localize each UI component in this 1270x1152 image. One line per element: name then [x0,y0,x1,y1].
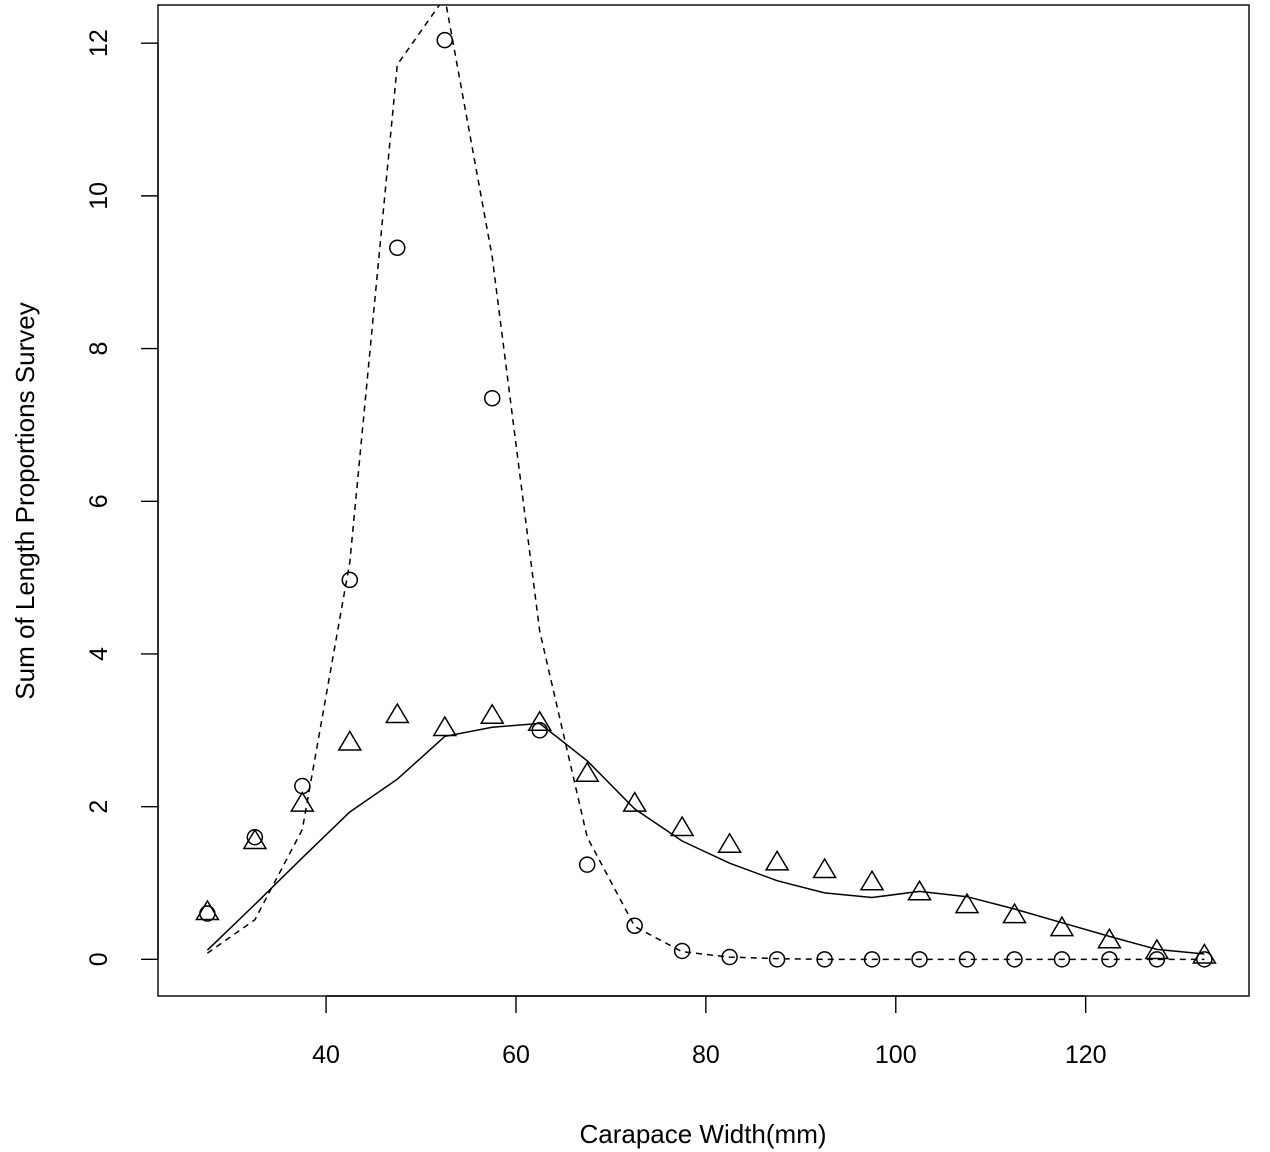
triangle-point [1002,902,1027,924]
circle-point [721,948,738,966]
y-tick-label: 4 [85,647,113,661]
circle-point [483,389,501,407]
triangle-point [195,899,220,921]
dashed-line-series [206,5,1205,961]
x-tick-label: 120 [1065,1041,1107,1069]
triangle-point [764,849,790,871]
triangle-point [574,761,600,783]
circle-point [673,942,691,960]
triangle-point [812,857,837,879]
x-tick-label: 60 [502,1041,530,1069]
triangle-point [337,730,363,751]
y-tick-label: 12 [85,29,113,57]
circle-point [389,239,406,257]
triangle-point [622,791,648,812]
x-tick-label: 100 [875,1041,917,1069]
x-axis-title: Carapace Width(mm) [579,1119,826,1149]
triangle-point [859,869,885,891]
plot-layer [195,5,1217,968]
triangle-point [432,715,458,737]
circle-point [626,917,643,935]
y-tick-label: 6 [85,494,113,508]
x-tick-label: 40 [312,1041,340,1069]
x-tick-label: 80 [692,1041,720,1069]
triangle-point [479,703,505,725]
x-axis: 40 60 80 100 120 [312,995,1107,1069]
solid-line-series [206,722,1205,955]
y-tick-label: 0 [85,952,113,966]
triangle-point [717,832,742,854]
triangle-point [954,892,980,914]
y-axis: 0 2 4 6 8 10 12 [85,29,159,966]
triangle-point [384,702,410,724]
y-axis-title: Sum of Length Proportions Survey [10,302,40,699]
triangle-point [242,828,268,850]
circle-point [1196,951,1213,968]
triangle-point [527,710,553,731]
circle-point [578,856,596,873]
triangle-point [669,815,695,837]
circle-point [1053,951,1071,968]
triangle-point [1049,915,1075,937]
y-tick-label: 8 [85,342,113,356]
triangle-point [907,879,932,901]
circle-point [341,571,359,589]
y-tick-label: 10 [85,182,113,210]
y-tick-label: 2 [85,800,113,814]
